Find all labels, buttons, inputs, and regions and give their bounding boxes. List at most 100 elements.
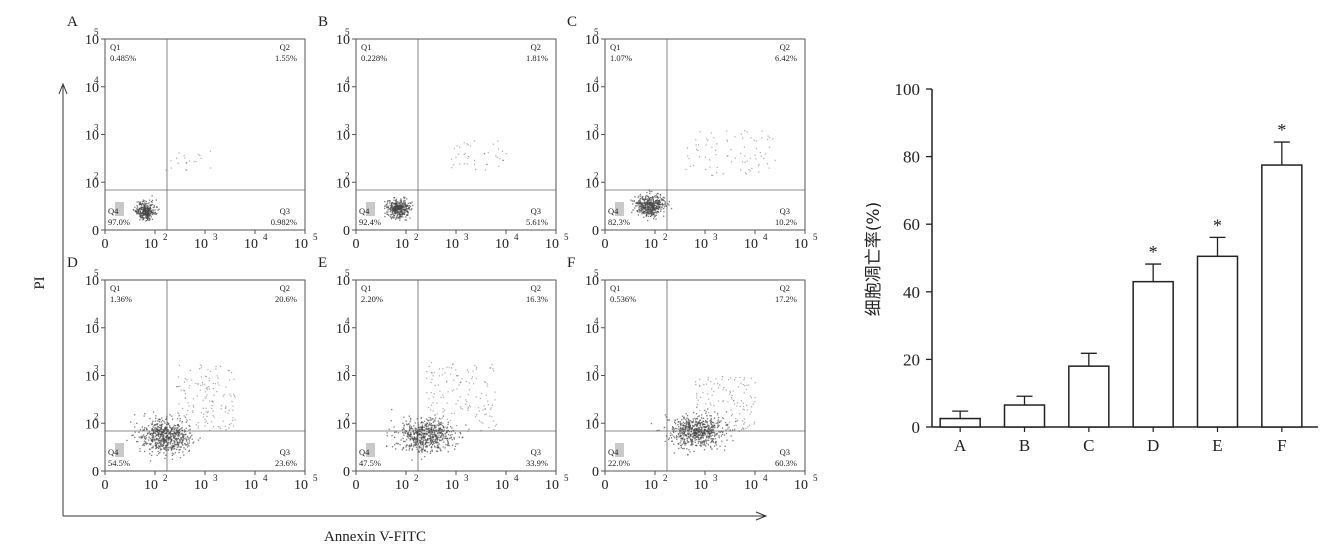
scatter-point: [653, 196, 656, 198]
scatter-point: [139, 213, 142, 215]
scatter-point: [688, 449, 690, 451]
scatter-point: [748, 384, 750, 386]
scatter-point: [633, 200, 635, 203]
scatter-point: [701, 435, 703, 437]
scatter-point: [438, 422, 440, 424]
y-tick-label: 10: [85, 370, 99, 385]
scatter-point: [644, 212, 646, 214]
scatter-point: [424, 443, 427, 445]
scatter-point: [199, 368, 201, 370]
scatter-point: [638, 206, 640, 208]
scatter-point: [711, 146, 713, 148]
scatter-point: [494, 425, 496, 427]
scatter-point: [136, 201, 138, 203]
scatter-point: [709, 445, 712, 447]
scatter-point: [166, 436, 168, 438]
scatter-point: [727, 401, 729, 403]
scatter-point: [705, 440, 707, 443]
scatter-point: [183, 381, 185, 383]
scatter-point: [650, 210, 652, 213]
scatter-point: [172, 433, 174, 435]
scatter-point: [482, 409, 484, 411]
scatter-point: [431, 443, 434, 446]
scatter-point: [176, 386, 178, 388]
x-tick-exponent: 2: [414, 232, 419, 242]
scatter-point: [384, 205, 386, 207]
scatter-point: [703, 430, 706, 433]
scatter-point: [181, 440, 183, 443]
scatter-point: [166, 430, 168, 433]
scatter-point: [742, 408, 744, 410]
scatter-point: [159, 449, 162, 451]
scatter-point: [158, 444, 160, 447]
scatter-point: [405, 205, 407, 207]
scatter-point: [155, 415, 157, 417]
scatter-point: [712, 438, 714, 440]
scatter-point: [441, 438, 443, 440]
x-tick-label: 0: [602, 478, 609, 493]
scatter-point: [642, 210, 644, 212]
scatter-point: [691, 441, 693, 443]
q1-value: 0.228%: [361, 53, 387, 63]
scatter-point: [734, 428, 736, 430]
scatter-point: [704, 423, 706, 426]
scatter-point: [392, 213, 394, 215]
scatter-point: [426, 434, 428, 436]
scatter-point: [743, 392, 745, 394]
x-tick-label: 10: [545, 478, 559, 493]
scatter-point: [648, 189, 650, 191]
scatter-point: [162, 438, 164, 440]
scatter-point: [447, 391, 449, 393]
scatter-point: [735, 418, 737, 420]
scatter-point: [164, 448, 166, 450]
scatter-point: [702, 423, 704, 425]
scatter-point: [386, 435, 388, 437]
scatter-point: [440, 435, 442, 437]
scatter-point: [645, 194, 648, 197]
scatter-point: [722, 400, 724, 402]
scatter-point: [416, 418, 418, 420]
scatter-point: [703, 431, 705, 434]
scatter-point: [686, 147, 688, 149]
scatter-point: [149, 219, 151, 221]
scatter-point: [430, 426, 433, 428]
scatter-point: [386, 213, 388, 215]
scatter-point: [384, 216, 386, 218]
scatter-point: [446, 440, 449, 442]
scatter-point: [659, 203, 661, 206]
scatter-point: [637, 214, 639, 216]
scatter-point: [710, 438, 712, 440]
scatter-point: [171, 449, 173, 451]
scatter-point: [400, 213, 402, 215]
scatter-point: [682, 439, 684, 441]
scatter-point: [418, 434, 420, 436]
scatter-point: [161, 440, 163, 442]
scatter-point: [418, 426, 420, 428]
scatter-point: [144, 200, 146, 202]
scatter-point: [145, 214, 147, 216]
scatter-point: [177, 376, 179, 378]
scatter-point: [721, 427, 724, 429]
scatter-point: [229, 379, 231, 381]
scatter-point: [139, 215, 141, 217]
scatter-point: [645, 202, 648, 204]
scatter-point: [657, 201, 659, 204]
scatter-point: [416, 448, 418, 451]
scatter-point: [177, 427, 179, 429]
scatter-point: [151, 213, 153, 216]
scatter-point: [653, 216, 655, 218]
scatter-point: [688, 435, 690, 437]
scatter-point: [170, 440, 173, 442]
scatter-point: [148, 202, 150, 204]
scatter-point: [644, 198, 647, 200]
scatter-point: [733, 400, 735, 402]
scatter-point: [434, 384, 436, 387]
scatter-point: [442, 436, 444, 438]
scatter-point: [144, 450, 146, 453]
scatter-point: [143, 429, 145, 431]
scatter-point: [421, 429, 423, 431]
scatter-point: [409, 202, 411, 204]
scatter-point: [400, 204, 402, 206]
scatter-point: [180, 437, 183, 439]
scatter-point: [391, 434, 393, 437]
